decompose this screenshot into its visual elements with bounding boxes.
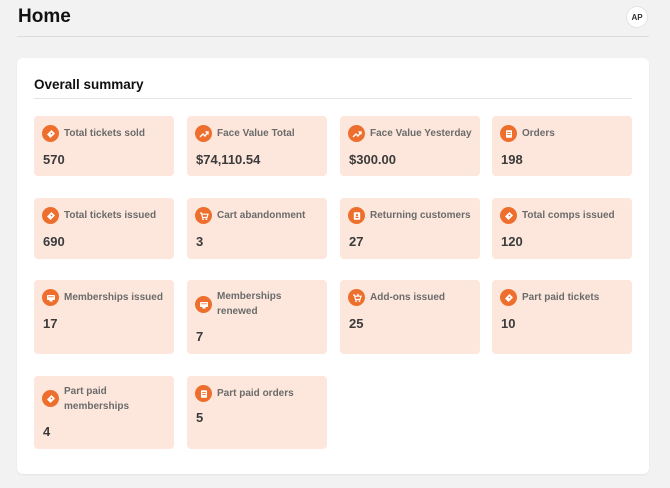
stat-card-face-value-yesterday: Face Value Yesterday $300.00 xyxy=(340,116,480,176)
stat-label: Cart abandonment xyxy=(217,210,306,221)
membership-icon xyxy=(42,289,59,306)
stat-label: Part paid tickets xyxy=(522,292,600,303)
stat-card-memberships-renewed: Memberships renewed 7 xyxy=(187,280,327,354)
stat-label: Total comps issued xyxy=(522,210,615,221)
stat-value: $300.00 xyxy=(349,152,396,167)
receipt-icon xyxy=(195,385,212,402)
stat-value: 3 xyxy=(196,234,204,249)
ticket-icon xyxy=(42,125,59,142)
cart-plus-icon xyxy=(348,289,365,306)
stat-label: Total tickets issued xyxy=(64,210,157,221)
ticket-icon xyxy=(42,390,59,407)
ticket-icon xyxy=(500,207,517,224)
stat-card-memberships-issued: Memberships issued 17 xyxy=(34,280,174,354)
stat-value: 10 xyxy=(501,316,516,331)
trend-up-icon xyxy=(195,125,212,142)
trend-up-icon xyxy=(348,125,365,142)
stat-value: 25 xyxy=(349,316,364,331)
stat-value: 120 xyxy=(501,234,523,249)
stat-card-add-ons-issued: Add-ons issued 25 xyxy=(340,280,480,354)
stat-value: 7 xyxy=(196,329,204,344)
stat-card-part-paid-orders: Part paid orders 5 xyxy=(187,376,327,449)
receipt-icon xyxy=(500,125,517,142)
ticket-icon xyxy=(500,289,517,306)
cart-icon xyxy=(195,207,212,224)
stat-value: 17 xyxy=(43,316,58,331)
id-badge-icon xyxy=(348,207,365,224)
stat-label: Face Value Yesterday xyxy=(370,128,472,139)
stat-card-total-tickets-sold: Total tickets sold 570 xyxy=(34,116,174,176)
stat-card-part-paid-tickets: Part paid tickets 10 xyxy=(492,280,632,354)
overall-summary-panel: Overall summary Total tickets sold 570 F… xyxy=(17,58,649,474)
stat-label: Total tickets sold xyxy=(64,128,145,139)
membership-icon xyxy=(195,296,212,313)
user-avatar[interactable]: AP xyxy=(626,6,648,28)
page-title: Home xyxy=(18,6,71,27)
stat-card-orders: Orders 198 xyxy=(492,116,632,176)
panel-divider xyxy=(34,98,632,99)
stat-label: Memberships issued xyxy=(64,292,163,303)
stat-card-cart-abandonment: Cart abandonment 3 xyxy=(187,198,327,259)
stat-label: Orders xyxy=(522,128,555,139)
stat-card-face-value-total: Face Value Total $74,110.54 xyxy=(187,116,327,176)
stat-card-part-paid-memberships: Part paid memberships 4 xyxy=(34,376,174,449)
stat-value: $74,110.54 xyxy=(196,152,261,167)
stat-value: 198 xyxy=(501,152,523,167)
top-bar: Home AP xyxy=(17,0,649,37)
stat-label: Part paid memberships xyxy=(64,386,130,412)
ticket-icon xyxy=(42,207,59,224)
stat-label: Returning customers xyxy=(370,210,471,221)
stat-value: 570 xyxy=(43,152,65,167)
stat-card-total-comps-issued: Total comps issued 120 xyxy=(492,198,632,259)
stat-label: Part paid orders xyxy=(217,388,294,399)
stat-value: 4 xyxy=(43,424,51,439)
stat-label: Face Value Total xyxy=(217,128,295,139)
stat-value: 27 xyxy=(349,234,364,249)
stat-value: 690 xyxy=(43,234,65,249)
panel-title: Overall summary xyxy=(34,77,144,92)
stat-label: Add-ons issued xyxy=(370,292,446,303)
stat-card-total-tickets-issued: Total tickets issued 690 xyxy=(34,198,174,259)
stat-card-returning-customers: Returning customers 27 xyxy=(340,198,480,259)
stat-value: 5 xyxy=(196,410,204,425)
stat-label: Memberships renewed xyxy=(217,291,282,317)
